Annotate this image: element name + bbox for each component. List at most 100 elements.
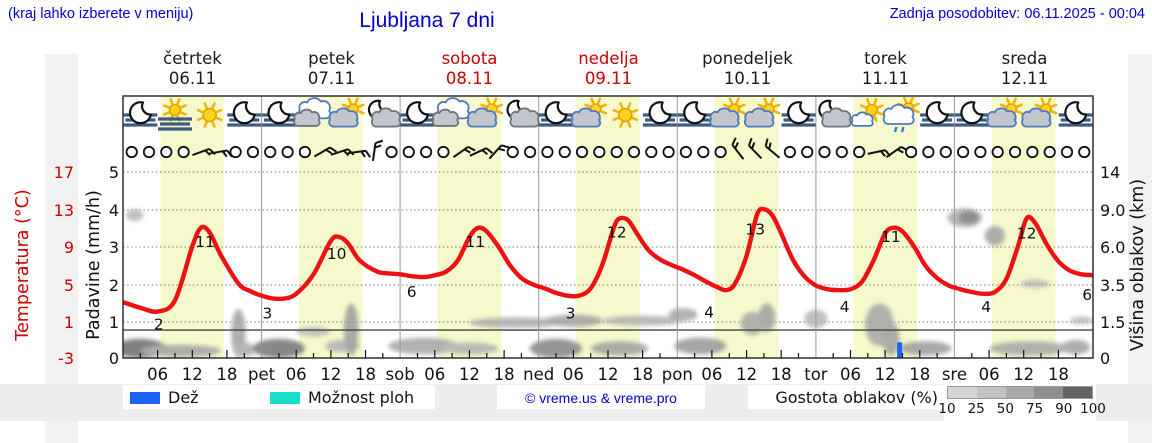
wind-barb <box>748 137 763 160</box>
weather-icon-sun_smallcloud <box>850 98 884 127</box>
density-tick-label: 25 <box>967 401 985 417</box>
calm-wind-circle <box>922 145 935 159</box>
calm-wind-circle <box>1043 145 1056 159</box>
legend-patch <box>748 385 944 409</box>
copyright-link[interactable]: © vreme.us & vreme.pro <box>525 390 677 406</box>
day-date: 10.11 <box>723 69 772 88</box>
calm-wind-circle <box>645 145 658 159</box>
svg-text:12: 12 <box>607 223 627 241</box>
svg-text:6: 6 <box>1082 286 1092 304</box>
weather-icon-sun_fog <box>157 98 192 131</box>
day-boundary-gridlines <box>261 96 955 358</box>
calm-wind-circle <box>835 145 848 159</box>
temperature-value-labels: 2 11 3 10 6 11 3 12 4 13 4 11 4 12 6 <box>154 221 1092 334</box>
plot-border <box>122 95 1094 359</box>
weather-icon-moon_fog <box>400 101 435 127</box>
right-axis-gutter <box>1128 54 1152 443</box>
calm-wind-circle <box>853 145 866 159</box>
density-tick-label: 90 <box>1055 401 1073 417</box>
day-name: ponedeljek <box>702 49 793 68</box>
svg-text:12: 12 <box>459 365 480 384</box>
cloud-axis-ticks: 14 9.0 6.0 3.5 1.5 0 <box>1100 163 1125 368</box>
svg-text:18: 18 <box>771 365 792 384</box>
weather-icon-moon_fog <box>954 101 989 127</box>
weather-icon-cloud_gray <box>293 97 332 127</box>
wind-symbols-row <box>125 137 1091 162</box>
day-date: 06.11 <box>168 69 217 88</box>
weather-icon-sun_cloud <box>744 97 781 128</box>
svg-text:06: 06 <box>701 365 722 384</box>
calm-wind-circle <box>593 145 606 159</box>
svg-text:1: 1 <box>64 313 74 332</box>
cloud-density-tick-labels: 10 25 50 75 90 100 <box>933 401 1123 419</box>
svg-text:18: 18 <box>355 365 376 384</box>
daytime-bands <box>160 96 1056 358</box>
density-segment <box>948 387 977 398</box>
legend-patch <box>497 385 705 409</box>
calm-wind-circle <box>714 145 727 159</box>
weather-icon-sun_cloud <box>1021 97 1058 128</box>
location-menu-hint[interactable]: (kraj lahko izberete v meniju) <box>8 6 194 22</box>
svg-text:12: 12 <box>1017 224 1037 242</box>
last-update-timestamp: Zadnja posodobitev: 06.11.2025 - 00:04 <box>889 6 1145 22</box>
svg-text:06: 06 <box>840 365 861 384</box>
density-tick-label: 10 <box>938 401 956 417</box>
svg-text:12: 12 <box>598 365 619 384</box>
density-tick-label: 50 <box>996 401 1014 417</box>
svg-text:2: 2 <box>109 276 119 295</box>
cloud-density-gradient-bar <box>947 386 1093 399</box>
day-name: četrtek <box>163 49 222 68</box>
day-name: nedelja <box>578 49 639 68</box>
wind-barb <box>764 138 781 159</box>
svg-text:pon: pon <box>662 365 693 384</box>
left-axis-gutter <box>45 54 78 443</box>
calm-wind-circle <box>904 145 918 159</box>
svg-text:1: 1 <box>109 313 119 332</box>
day-name: petek <box>308 49 355 68</box>
day-date: 09.11 <box>584 69 633 88</box>
day-date: 11.11 <box>861 69 910 88</box>
svg-text:sre: sre <box>942 365 967 384</box>
svg-text:6: 6 <box>407 283 417 301</box>
day-header: sobota 08.11 <box>400 49 539 89</box>
calm-wind-circle <box>1078 145 1091 159</box>
svg-text:06: 06 <box>147 365 168 384</box>
weather-icon-moon_fog <box>781 101 816 127</box>
svg-text:18: 18 <box>632 365 653 384</box>
svg-text:3.5: 3.5 <box>1100 276 1125 295</box>
calm-wind-circle <box>939 145 952 159</box>
day-date: 07.11 <box>307 69 356 88</box>
day-header: ponedeljek 10.11 <box>678 49 817 89</box>
density-segment <box>1063 387 1092 398</box>
svg-text:2: 2 <box>154 316 164 334</box>
calm-wind-circle <box>229 145 242 159</box>
svg-text:12: 12 <box>736 365 757 384</box>
rain-axis-label: Padavine (mm/h) <box>84 190 104 340</box>
weather-icon-moon_fog <box>539 101 574 127</box>
showers-legend-label: Možnost ploh <box>308 388 415 407</box>
weather-icon-moon_fog <box>1058 101 1093 127</box>
svg-text:12: 12 <box>1013 365 1034 384</box>
weather-icon-moon_fog <box>227 101 262 127</box>
svg-text:0: 0 <box>1100 349 1110 368</box>
day-header: sreda 12.11 <box>955 49 1094 89</box>
rain-bars <box>897 342 903 358</box>
wind-barb <box>371 139 384 162</box>
svg-text:3: 3 <box>109 238 119 257</box>
calm-wind-circle <box>298 145 311 159</box>
weather-icon-sun <box>196 102 223 128</box>
svg-text:9.0: 9.0 <box>1100 201 1125 220</box>
calm-wind-circle <box>125 145 138 159</box>
svg-text:06: 06 <box>424 365 445 384</box>
calm-wind-circle <box>419 145 433 159</box>
weather-icon-moon_cloud <box>506 99 540 128</box>
calm-wind-circle <box>246 145 259 159</box>
weather-icon-sun_rain <box>882 96 920 133</box>
calm-wind-circle <box>956 145 970 159</box>
svg-text:5: 5 <box>109 163 119 182</box>
svg-text:10: 10 <box>327 245 347 263</box>
day-name: sreda <box>1001 49 1048 68</box>
weather-icon-sun_cloud <box>986 97 1023 128</box>
calm-wind-circle <box>679 145 693 159</box>
